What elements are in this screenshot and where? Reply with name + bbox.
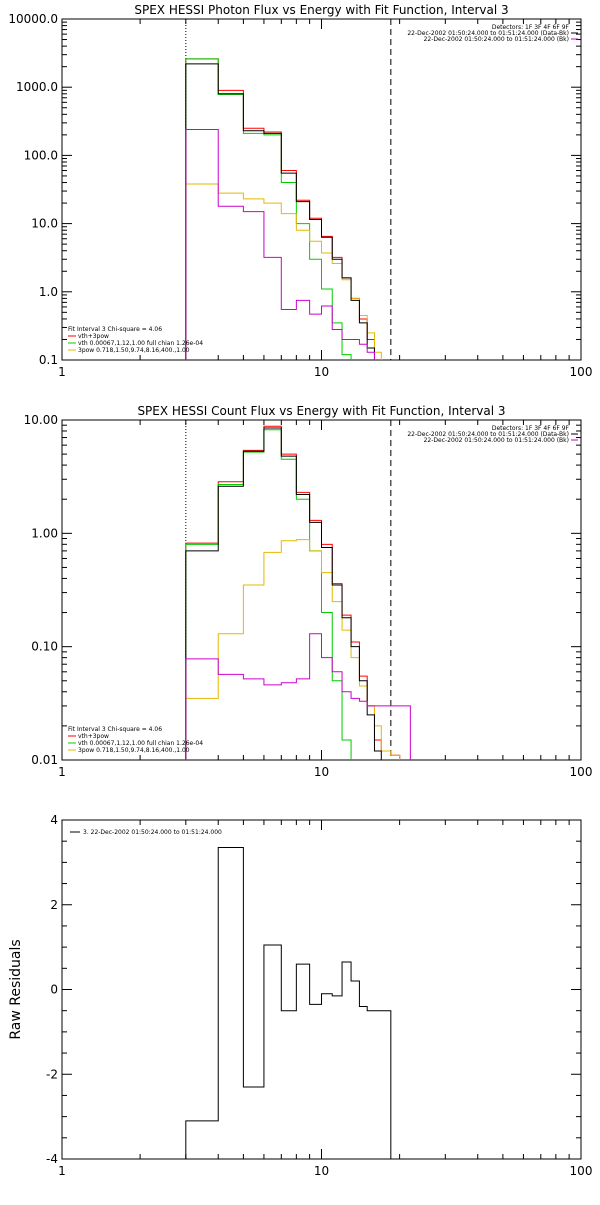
y-tick-label: 1.00	[31, 526, 58, 540]
y-tick-label: 4	[50, 813, 58, 827]
legend-entry: 22-Dec-2002 01:50:24.000 to 01:51:24.000…	[407, 431, 569, 438]
legend-entry: Detectors: 1F 3F 4F 6F 9F	[492, 24, 570, 31]
x-tick-label: 10	[314, 365, 329, 379]
y-tick-label: 2	[50, 898, 58, 912]
chart-title: SPEX HESSI Count Flux vs Energy with Fit…	[137, 404, 505, 418]
y-tick-label: 100.0	[24, 148, 58, 162]
legend-entry: Detectors: 1F 3F 4F 6F 9F	[492, 425, 570, 432]
x-tick-label: 100	[570, 765, 593, 779]
legend-entry: 3. 22-Dec-2002 01:50:24.000 to 01:51:24.…	[83, 829, 222, 836]
y-tick-label: 10000.0	[8, 12, 58, 26]
legend-entry: vth+3pow	[78, 733, 109, 740]
y-tick-label: 0.01	[31, 753, 58, 767]
x-tick-label: 10	[314, 1164, 329, 1178]
legend-entry: vth 0.00067,1.12,1.00 full chian 1.26e-0…	[78, 740, 203, 747]
y-tick-label: 0.10	[31, 640, 58, 654]
y-tick-label: 1.0	[39, 285, 58, 299]
series-line-bk	[185, 633, 411, 760]
x-tick-label: 1	[58, 765, 66, 779]
y-tick-label: 1000.0	[16, 80, 58, 94]
legend-entry: Fit Interval 3 Chi-square = 4.06	[68, 326, 162, 333]
series-line-residuals	[185, 847, 392, 1159]
y-tick-label: 0.1	[39, 353, 58, 367]
x-tick-label: 10	[314, 765, 329, 779]
series-line-vth-3pow	[185, 58, 375, 360]
series-line-data-bk	[185, 63, 375, 360]
legend-entry: 22-Dec-2002 01:50:24.000 to 01:51:24.000…	[407, 30, 569, 37]
y-tick-label: -4	[46, 1152, 58, 1166]
legend-entry: Fit Interval 3 Chi-square = 4.06	[68, 726, 162, 733]
legend-entry: vth+3pow	[78, 333, 109, 340]
legend-entry: 3pow 0.718,1.50,9.74,8.16,400.,1.00	[78, 347, 190, 354]
chart-panel-2: SPEX HESSI Count Flux vs Energy with Fit…	[24, 404, 593, 779]
chart-panel-3: Raw Residuals 1 10 100 -4 -2 0 2 4 3. 22-Dec-2002…	[8, 813, 592, 1178]
legend-entry: 22-Dec-2002 01:50:24.000 to 01:51:24.000…	[424, 437, 569, 444]
series-line-data-bk	[185, 427, 382, 760]
x-tick-label: 100	[570, 1164, 593, 1178]
plot-frame	[61, 819, 582, 1160]
chart-panel-1: SPEX HESSI Photon Flux vs Energy with Fi…	[8, 3, 593, 379]
y-tick-label: 10.0	[31, 217, 58, 231]
series-line-3pow	[185, 539, 401, 760]
series-group	[185, 58, 382, 360]
x-tick-label: 1	[58, 365, 66, 379]
series-line-vth	[185, 58, 352, 360]
series-line-vth-3pow	[185, 425, 401, 760]
chart-title: SPEX HESSI Photon Flux vs Energy with Fi…	[134, 3, 508, 17]
x-tick-label: 1	[58, 1164, 66, 1178]
series-line-vth	[185, 429, 352, 760]
legend-entry: 3pow 0.718,1.50,9.74,8.16,400.,1.00	[78, 747, 190, 754]
x-tick-label: 100	[570, 365, 593, 379]
series-line-3pow	[185, 183, 382, 360]
legend-entry: 22-Dec-2002 01:50:24.000 to 01:51:24.000…	[424, 36, 569, 43]
series-group	[185, 847, 392, 1159]
legend-entry: vth 0.00067,1.12,1.00 full chian 1.26e-0…	[78, 340, 203, 347]
series-group	[185, 425, 411, 760]
y-tick-label: 0	[50, 983, 58, 997]
y-tick-label: 10.00	[24, 413, 58, 427]
y-tick-label: -2	[46, 1067, 58, 1081]
y-axis-label: Raw Residuals	[8, 939, 24, 1039]
series-line-bk	[185, 128, 375, 360]
